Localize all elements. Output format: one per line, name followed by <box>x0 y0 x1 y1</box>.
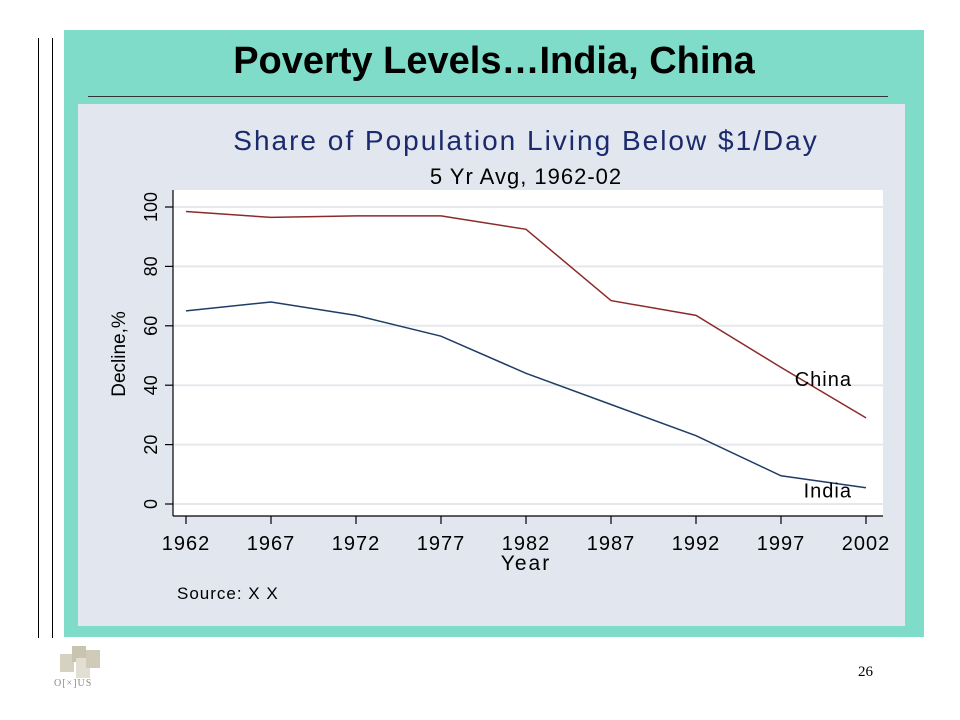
chart-subtitle: 5 Yr Avg, 1962-02 <box>430 164 622 189</box>
logo-icon <box>60 646 100 678</box>
x-tick-label: 1997 <box>757 533 806 555</box>
logo-text: O[×]US <box>54 678 93 689</box>
left-rule-inner <box>52 38 53 638</box>
chart-panel: Share of Population Living Below $1/Day … <box>78 104 905 626</box>
series-line-china <box>185 210 867 419</box>
page-number: 26 <box>858 664 873 680</box>
x-tick-label: 1972 <box>332 533 381 555</box>
y-tick-label: 20 <box>141 435 161 455</box>
y-tick-label: 100 <box>141 192 161 222</box>
x-tick-label: 1967 <box>247 533 296 555</box>
y-tick-label: 80 <box>141 256 161 276</box>
y-axis-label: Decline,% <box>109 311 130 397</box>
x-tick-label: 2002 <box>842 533 891 555</box>
series-label-india: India <box>804 481 852 503</box>
x-tick-label: 1992 <box>672 533 721 555</box>
x-tick-label: 1982 <box>502 533 551 555</box>
chart-title: Share of Population Living Below $1/Day <box>233 125 818 156</box>
x-axis-label: Year <box>501 552 551 575</box>
y-tick-label: 0 <box>141 499 161 509</box>
slide-title: Poverty Levels…India, China <box>233 40 755 82</box>
line-chart: Share of Population Living Below $1/Day … <box>109 125 891 603</box>
x-tick-label: 1977 <box>417 533 466 555</box>
x-tick-label: 1962 <box>162 533 211 555</box>
x-tick-label: 1987 <box>587 533 636 555</box>
series-label-china: China <box>795 369 852 391</box>
title-divider <box>88 96 888 97</box>
plot-area <box>173 190 883 516</box>
y-tick-label: 40 <box>141 375 161 395</box>
y-tick-label: 60 <box>141 316 161 336</box>
series-line-india <box>185 301 867 489</box>
source-note: Source: X X <box>177 584 279 603</box>
left-rule-outer <box>38 38 39 638</box>
